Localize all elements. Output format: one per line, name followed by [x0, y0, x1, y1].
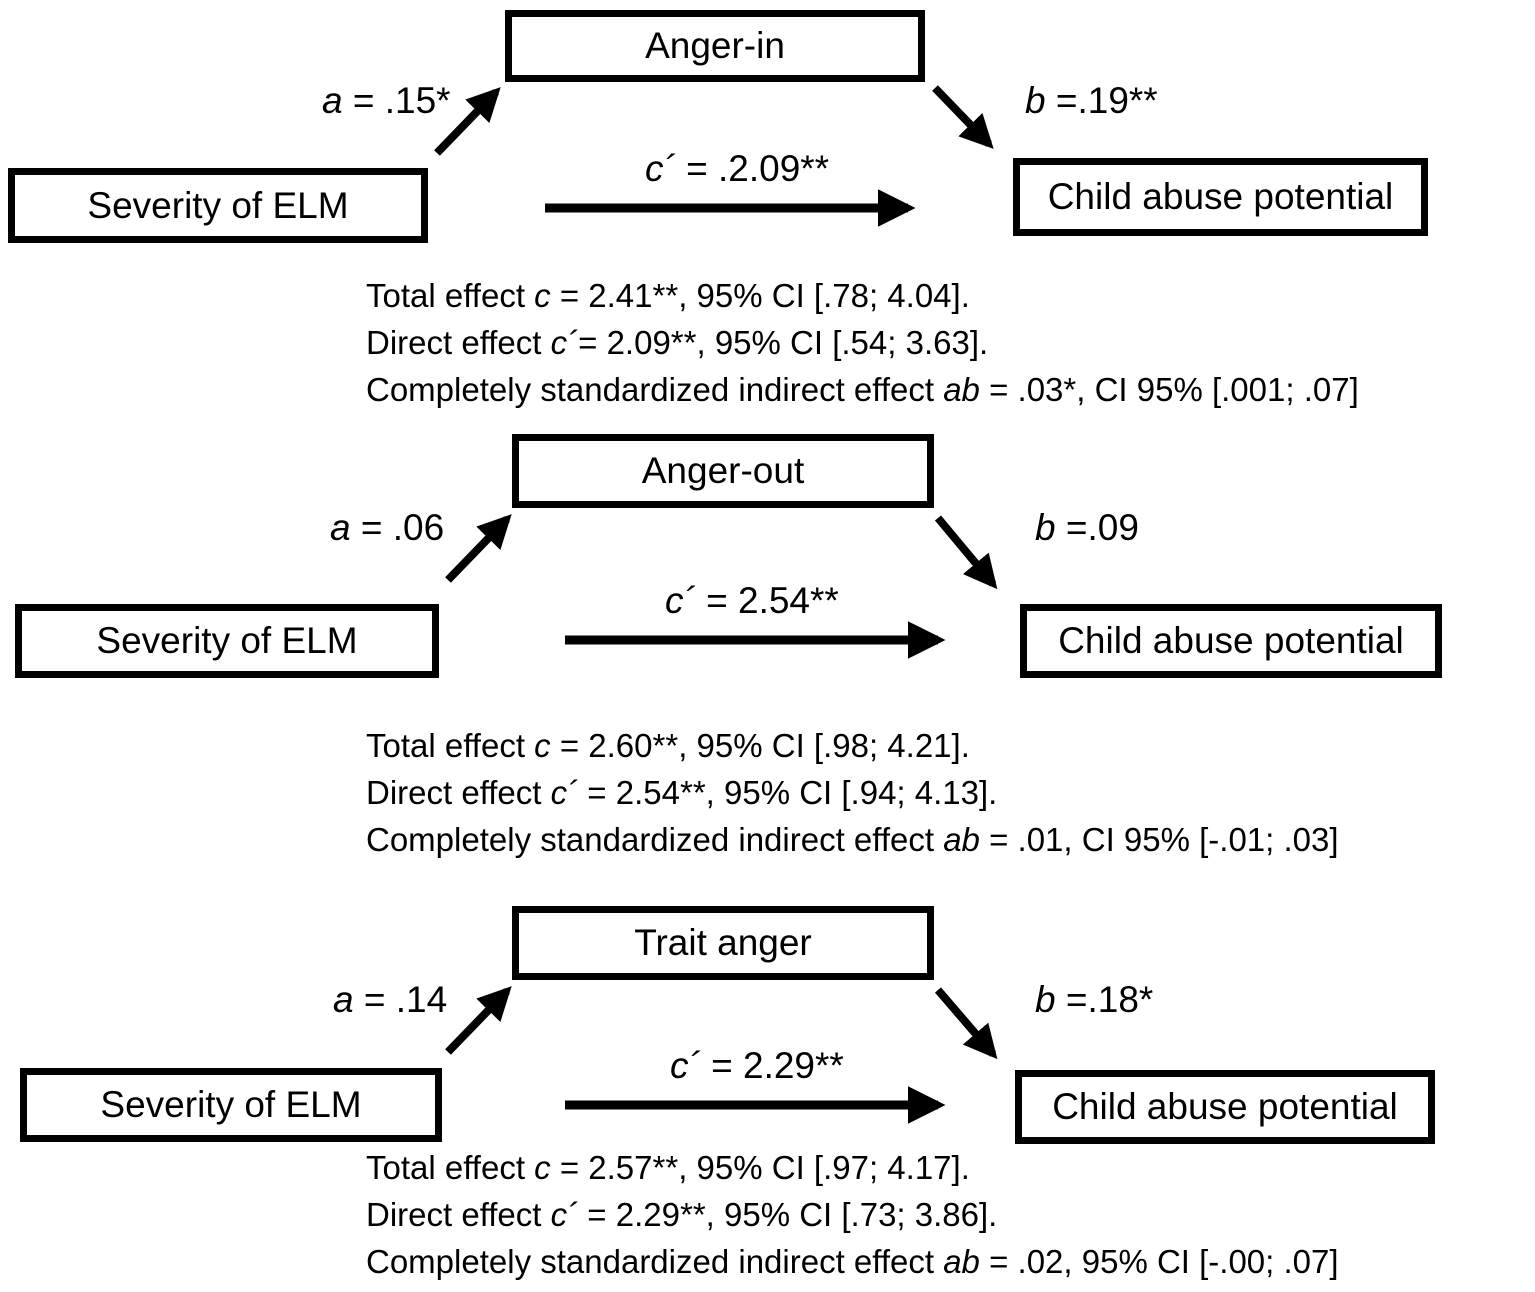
path-c-value: = 2.29**	[700, 1045, 844, 1086]
path-a-value: = .06	[350, 507, 445, 548]
path-c-value: = .2.09**	[675, 148, 830, 189]
predictor-label: Severity of ELM	[87, 184, 349, 226]
path-a-value: = .15*	[342, 80, 451, 121]
mediator-label: Trait anger	[634, 922, 812, 963]
path-a-label: a = .14	[333, 979, 447, 1021]
predictor-label: Severity of ELM	[96, 620, 358, 661]
panel1-path-b-arrow	[932, 85, 994, 149]
mediator-box: Trait anger	[512, 906, 934, 980]
outcome-label: Child abuse potential	[1047, 176, 1394, 217]
indirect-effect-line: Completely standardized indirect effect …	[366, 1243, 1339, 1280]
direct-effect-line: Direct effect c´= 2.09**, 95% CI [.54; 3…	[366, 324, 989, 361]
path-b-label: b =.19**	[1025, 80, 1158, 122]
path-c-var: c´	[645, 148, 676, 189]
predictor-box: Severity of ELM	[20, 1068, 442, 1142]
outcome-box: Child abuse potential	[1015, 1070, 1435, 1144]
total-effect-line: Total effect c = 2.57**, 95% CI [.97; 4.…	[366, 1149, 970, 1186]
mediator-box: Anger-in	[505, 10, 925, 82]
indirect-effect-line: Completely standardized indirect effect …	[366, 821, 1339, 858]
path-a-var: a	[330, 507, 351, 548]
mediator-label: Anger-in	[645, 25, 785, 66]
path-c-label: c´ = .2.09**	[645, 148, 829, 190]
outcome-box: Child abuse potential	[1013, 158, 1428, 236]
path-a-var: a	[322, 80, 343, 121]
path-b-value: =.19**	[1045, 80, 1158, 121]
panel2-path-a-arrow	[445, 514, 512, 583]
outcome-box: Child abuse potential	[1020, 604, 1442, 678]
path-a-label: a = .06	[330, 507, 444, 549]
outcome-label: Child abuse potential	[1058, 620, 1404, 661]
path-b-label: b =.18*	[1035, 979, 1153, 1021]
effects-notes: Total effect c = 2.41**, 95% CI [.78; 4.…	[366, 272, 1359, 413]
path-a-var: a	[333, 979, 354, 1020]
total-effect-line: Total effect c = 2.60**, 95% CI [.98; 4.…	[366, 727, 970, 764]
direct-effect-line: Direct effect c´ = 2.54**, 95% CI [.94; …	[366, 774, 998, 811]
effects-notes: Total effect c = 2.60**, 95% CI [.98; 4.…	[366, 722, 1339, 863]
total-effect-line: Total effect c = 2.41**, 95% CI [.78; 4.…	[366, 277, 970, 314]
path-a-label: a = .15*	[322, 80, 451, 122]
path-c-label: c´ = 2.54**	[665, 580, 839, 622]
panel3-path-a-arrow	[445, 986, 512, 1055]
path-b-value: =.18*	[1055, 979, 1154, 1020]
outcome-label: Child abuse potential	[1052, 1086, 1398, 1127]
path-c-label: c´ = 2.29**	[670, 1045, 844, 1087]
effects-notes: Total effect c = 2.57**, 95% CI [.97; 4.…	[366, 1144, 1339, 1285]
path-b-value: =.09	[1055, 507, 1139, 548]
predictor-box: Severity of ELM	[15, 604, 439, 678]
predictor-box: Severity of ELM	[8, 168, 428, 243]
indirect-effect-line: Completely standardized indirect effect …	[366, 371, 1359, 408]
path-c-value: = 2.54**	[695, 580, 839, 621]
direct-effect-line: Direct effect c´ = 2.29**, 95% CI [.73; …	[366, 1196, 998, 1233]
path-b-var: b	[1035, 979, 1056, 1020]
mediator-label: Anger-out	[641, 450, 805, 491]
path-a-value: = .14	[353, 979, 448, 1020]
predictor-label: Severity of ELM	[100, 1084, 362, 1125]
path-b-var: b	[1025, 80, 1046, 121]
path-b-label: b =.09	[1035, 507, 1139, 549]
panel2-path-b-arrow	[934, 515, 998, 590]
path-c-var: c´	[665, 580, 696, 621]
path-b-var: b	[1035, 507, 1056, 548]
panel3-path-b-arrow	[934, 987, 998, 1060]
path-c-var: c´	[670, 1045, 701, 1086]
mediator-box: Anger-out	[512, 434, 934, 508]
